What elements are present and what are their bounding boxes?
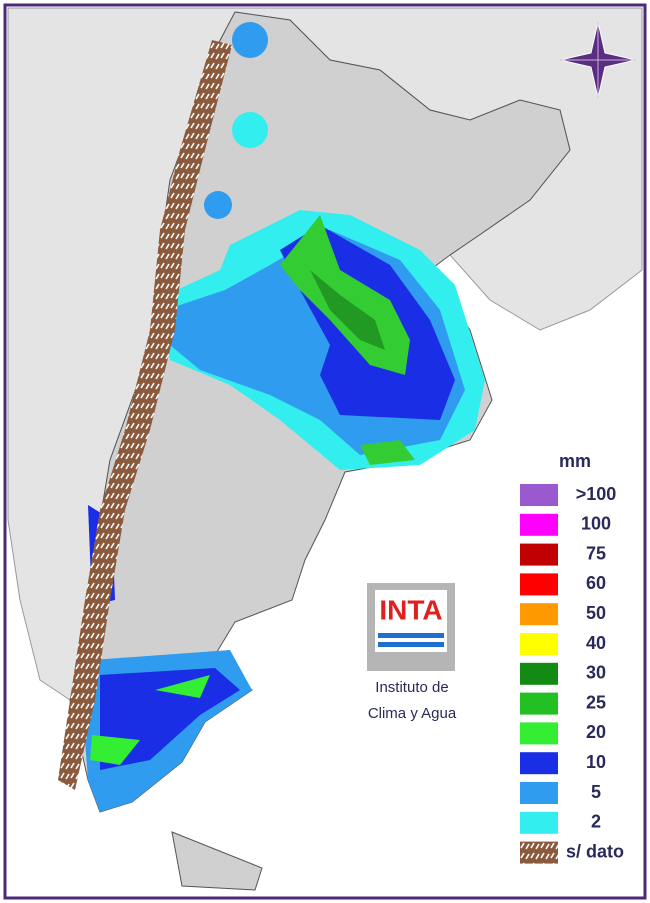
legend-swatch xyxy=(520,692,558,715)
logo-stripe xyxy=(378,642,444,647)
legend-swatch xyxy=(520,513,558,536)
rain-patagonia-20 xyxy=(90,675,210,765)
legend-label: >100 xyxy=(576,484,617,504)
legend-swatch xyxy=(520,752,558,775)
legend-swatch xyxy=(520,543,558,566)
legend-label: 40 xyxy=(586,633,606,653)
legend: >100 100 75 60 50 40 30 25 20 10 5 2 s/ dato xyxy=(520,484,624,864)
logo-caption: Clima y Agua xyxy=(368,705,457,722)
legend-label: 50 xyxy=(586,603,606,623)
logo-text: INTA xyxy=(379,594,442,625)
legend-label: 75 xyxy=(586,543,606,563)
legend-swatch xyxy=(520,662,558,685)
rain-20mm-b xyxy=(360,440,415,465)
frame xyxy=(3,3,647,900)
rain-north xyxy=(232,22,268,58)
legend-swatch xyxy=(520,782,558,804)
legend-swatch xyxy=(520,484,558,506)
rain-30mm xyxy=(310,270,385,350)
legend-label: 25 xyxy=(586,692,606,712)
legend-label: s/ dato xyxy=(566,841,624,861)
legend-label: 30 xyxy=(586,663,606,683)
rain-north-3 xyxy=(204,191,232,219)
tierra-del-fuego xyxy=(171,831,263,891)
legend-swatch xyxy=(520,573,558,596)
logo-caption: Instituto de xyxy=(375,679,448,696)
legend-label: 60 xyxy=(586,573,606,593)
legend-label: 5 xyxy=(591,782,601,802)
logo-stripe xyxy=(378,633,444,638)
legend-swatch xyxy=(520,841,558,864)
logo-inner xyxy=(375,590,447,652)
rain-north-2 xyxy=(232,112,268,148)
legend-label: 2 xyxy=(591,812,601,832)
no-data-area xyxy=(58,40,232,790)
legend-label: 100 xyxy=(581,514,611,534)
legend-title: mm xyxy=(559,451,591,471)
compass-rose xyxy=(559,21,637,99)
legend-label: 20 xyxy=(586,722,606,742)
legend-swatch xyxy=(520,811,558,834)
legend-swatch xyxy=(520,603,558,626)
legend-swatch xyxy=(520,633,558,655)
legend-swatch xyxy=(520,722,558,745)
legend-label: 10 xyxy=(586,752,606,772)
